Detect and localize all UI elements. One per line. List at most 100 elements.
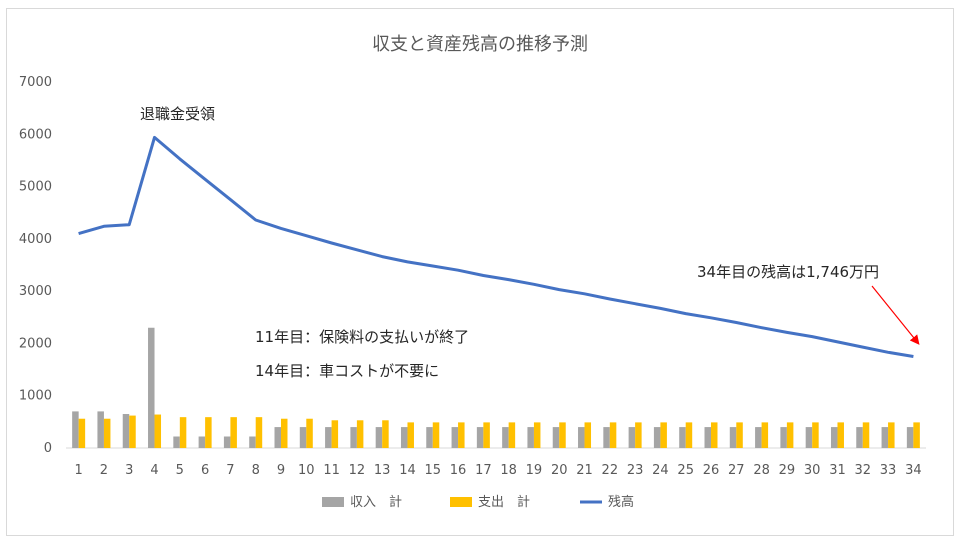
- x-tick-label: 22: [602, 463, 619, 478]
- annotation-final: 34年目の残高は1,746万円: [697, 263, 879, 281]
- x-tick-label: 2: [100, 463, 108, 478]
- x-tick-label: 6: [201, 463, 209, 478]
- x-tick-label: 8: [252, 463, 260, 478]
- expense-bar: [635, 422, 642, 448]
- income-bar: [325, 427, 332, 448]
- income-bar: [299, 427, 307, 448]
- x-tick-label: 25: [677, 463, 694, 478]
- expense-bar: [483, 422, 490, 448]
- y-axis: 0 1000 2000 3000 4000 5000 6000 7000: [19, 75, 52, 456]
- x-axis: 1 2 3 4 5 6 7 8 9 10 11 12 13 14 15 16 17 18 19 20 21 22 23 24 2…: [66, 447, 926, 478]
- annotations: 退職金受領 11年目：保険料の支払いが終了 14年目：車コストが不要に 34年目…: [140, 105, 920, 380]
- expense-bar: [736, 422, 743, 448]
- income-bar: [729, 427, 737, 448]
- expense-bar: [609, 422, 617, 448]
- y-tick-label: 6000: [19, 127, 52, 142]
- expense-bar: [761, 422, 769, 448]
- x-tick-label: 7: [226, 463, 234, 478]
- x-tick-label: 16: [450, 463, 467, 478]
- x-tick-label: 13: [374, 463, 391, 478]
- income-bar: [653, 427, 661, 448]
- chart-title: 収支と資産残高の推移予測: [372, 34, 588, 55]
- x-tick-label: 11: [323, 463, 340, 478]
- expense-bar: [913, 422, 920, 448]
- y-tick-label: 5000: [19, 180, 52, 195]
- income-bar: [704, 427, 711, 448]
- income-bar: [97, 411, 104, 448]
- income-bar: [400, 427, 408, 448]
- x-tick-label: 27: [728, 463, 745, 478]
- expense-bar: [711, 422, 718, 448]
- x-tick-label: 29: [779, 463, 796, 478]
- income-bar: [603, 427, 610, 448]
- legend: 収入 計 支出 計 残高: [322, 494, 634, 510]
- expense-bar: [660, 422, 667, 448]
- expense-bar: [281, 418, 288, 448]
- expense-bar: [179, 417, 187, 448]
- income-bar: [173, 436, 180, 448]
- expense-bar: [837, 422, 844, 448]
- x-tick-label: 23: [627, 463, 644, 478]
- x-tick-label: 33: [880, 463, 897, 478]
- x-tick-label: 30: [804, 463, 821, 478]
- income-bar: [249, 436, 256, 448]
- income-bar: [755, 427, 762, 448]
- expense-bar: [382, 420, 389, 448]
- x-tick-label: 34: [905, 463, 922, 478]
- income-bar: [830, 427, 838, 448]
- income-bar: [274, 427, 281, 448]
- expense-bar: [812, 422, 819, 448]
- annotation-note2: 14年目：車コストが不要に: [255, 362, 439, 380]
- income-bar: [122, 414, 130, 448]
- y-tick-label: 1000: [19, 389, 52, 404]
- expense-bar: [205, 417, 212, 448]
- income-bar: [856, 427, 863, 448]
- income-bar: [350, 427, 357, 448]
- x-tick-label: 4: [150, 463, 158, 478]
- expense-bar: [306, 418, 313, 448]
- annotation-retirement: 退職金受領: [140, 105, 215, 123]
- income-bar: [679, 427, 686, 448]
- income-bar: [451, 427, 459, 448]
- expense-bar: [407, 422, 414, 448]
- expense-bar: [584, 422, 592, 448]
- income-bar: [881, 427, 889, 448]
- income-bar: [805, 427, 813, 448]
- x-tick-label: 32: [854, 463, 871, 478]
- expense-bar: [888, 422, 895, 448]
- x-tick-label: 12: [349, 463, 366, 478]
- x-tick-label: 3: [125, 463, 133, 478]
- annotation-note1: 11年目：保険料の支払いが終了: [255, 328, 469, 346]
- x-tick-label: 20: [551, 463, 568, 478]
- expense-bar: [103, 418, 111, 448]
- income-bar: [198, 436, 206, 448]
- expense-bar: [432, 422, 440, 448]
- expense-bar: [78, 418, 86, 448]
- income-bar: [906, 427, 914, 448]
- y-tick-label: 7000: [19, 75, 52, 90]
- x-tick-label: 17: [475, 463, 492, 478]
- annotation-arrow: [871, 285, 920, 345]
- expense-bar: [786, 422, 794, 448]
- income-bar: [628, 427, 636, 448]
- expense-bar: [356, 420, 364, 448]
- balance-line-path: [78, 135, 914, 358]
- x-tick-label: 28: [753, 463, 770, 478]
- expense-bar: [255, 417, 263, 448]
- x-tick-label: 21: [576, 463, 593, 478]
- income-bar: [223, 436, 231, 448]
- x-tick-label: 26: [703, 463, 720, 478]
- income-bar: [476, 427, 484, 448]
- x-tick-label: 15: [424, 463, 441, 478]
- y-tick-label: 0: [44, 441, 52, 456]
- legend-label: 支出 計: [478, 494, 530, 510]
- income-bar: [502, 427, 509, 448]
- y-tick-label: 3000: [19, 284, 52, 299]
- income-bar: [375, 427, 383, 448]
- expense-bar: [129, 415, 136, 448]
- income-bar: [552, 427, 560, 448]
- expense-bar: [508, 422, 516, 448]
- x-tick-label: 9: [277, 463, 285, 478]
- x-tick-label: 5: [176, 463, 184, 478]
- x-tick-label: 18: [500, 463, 517, 478]
